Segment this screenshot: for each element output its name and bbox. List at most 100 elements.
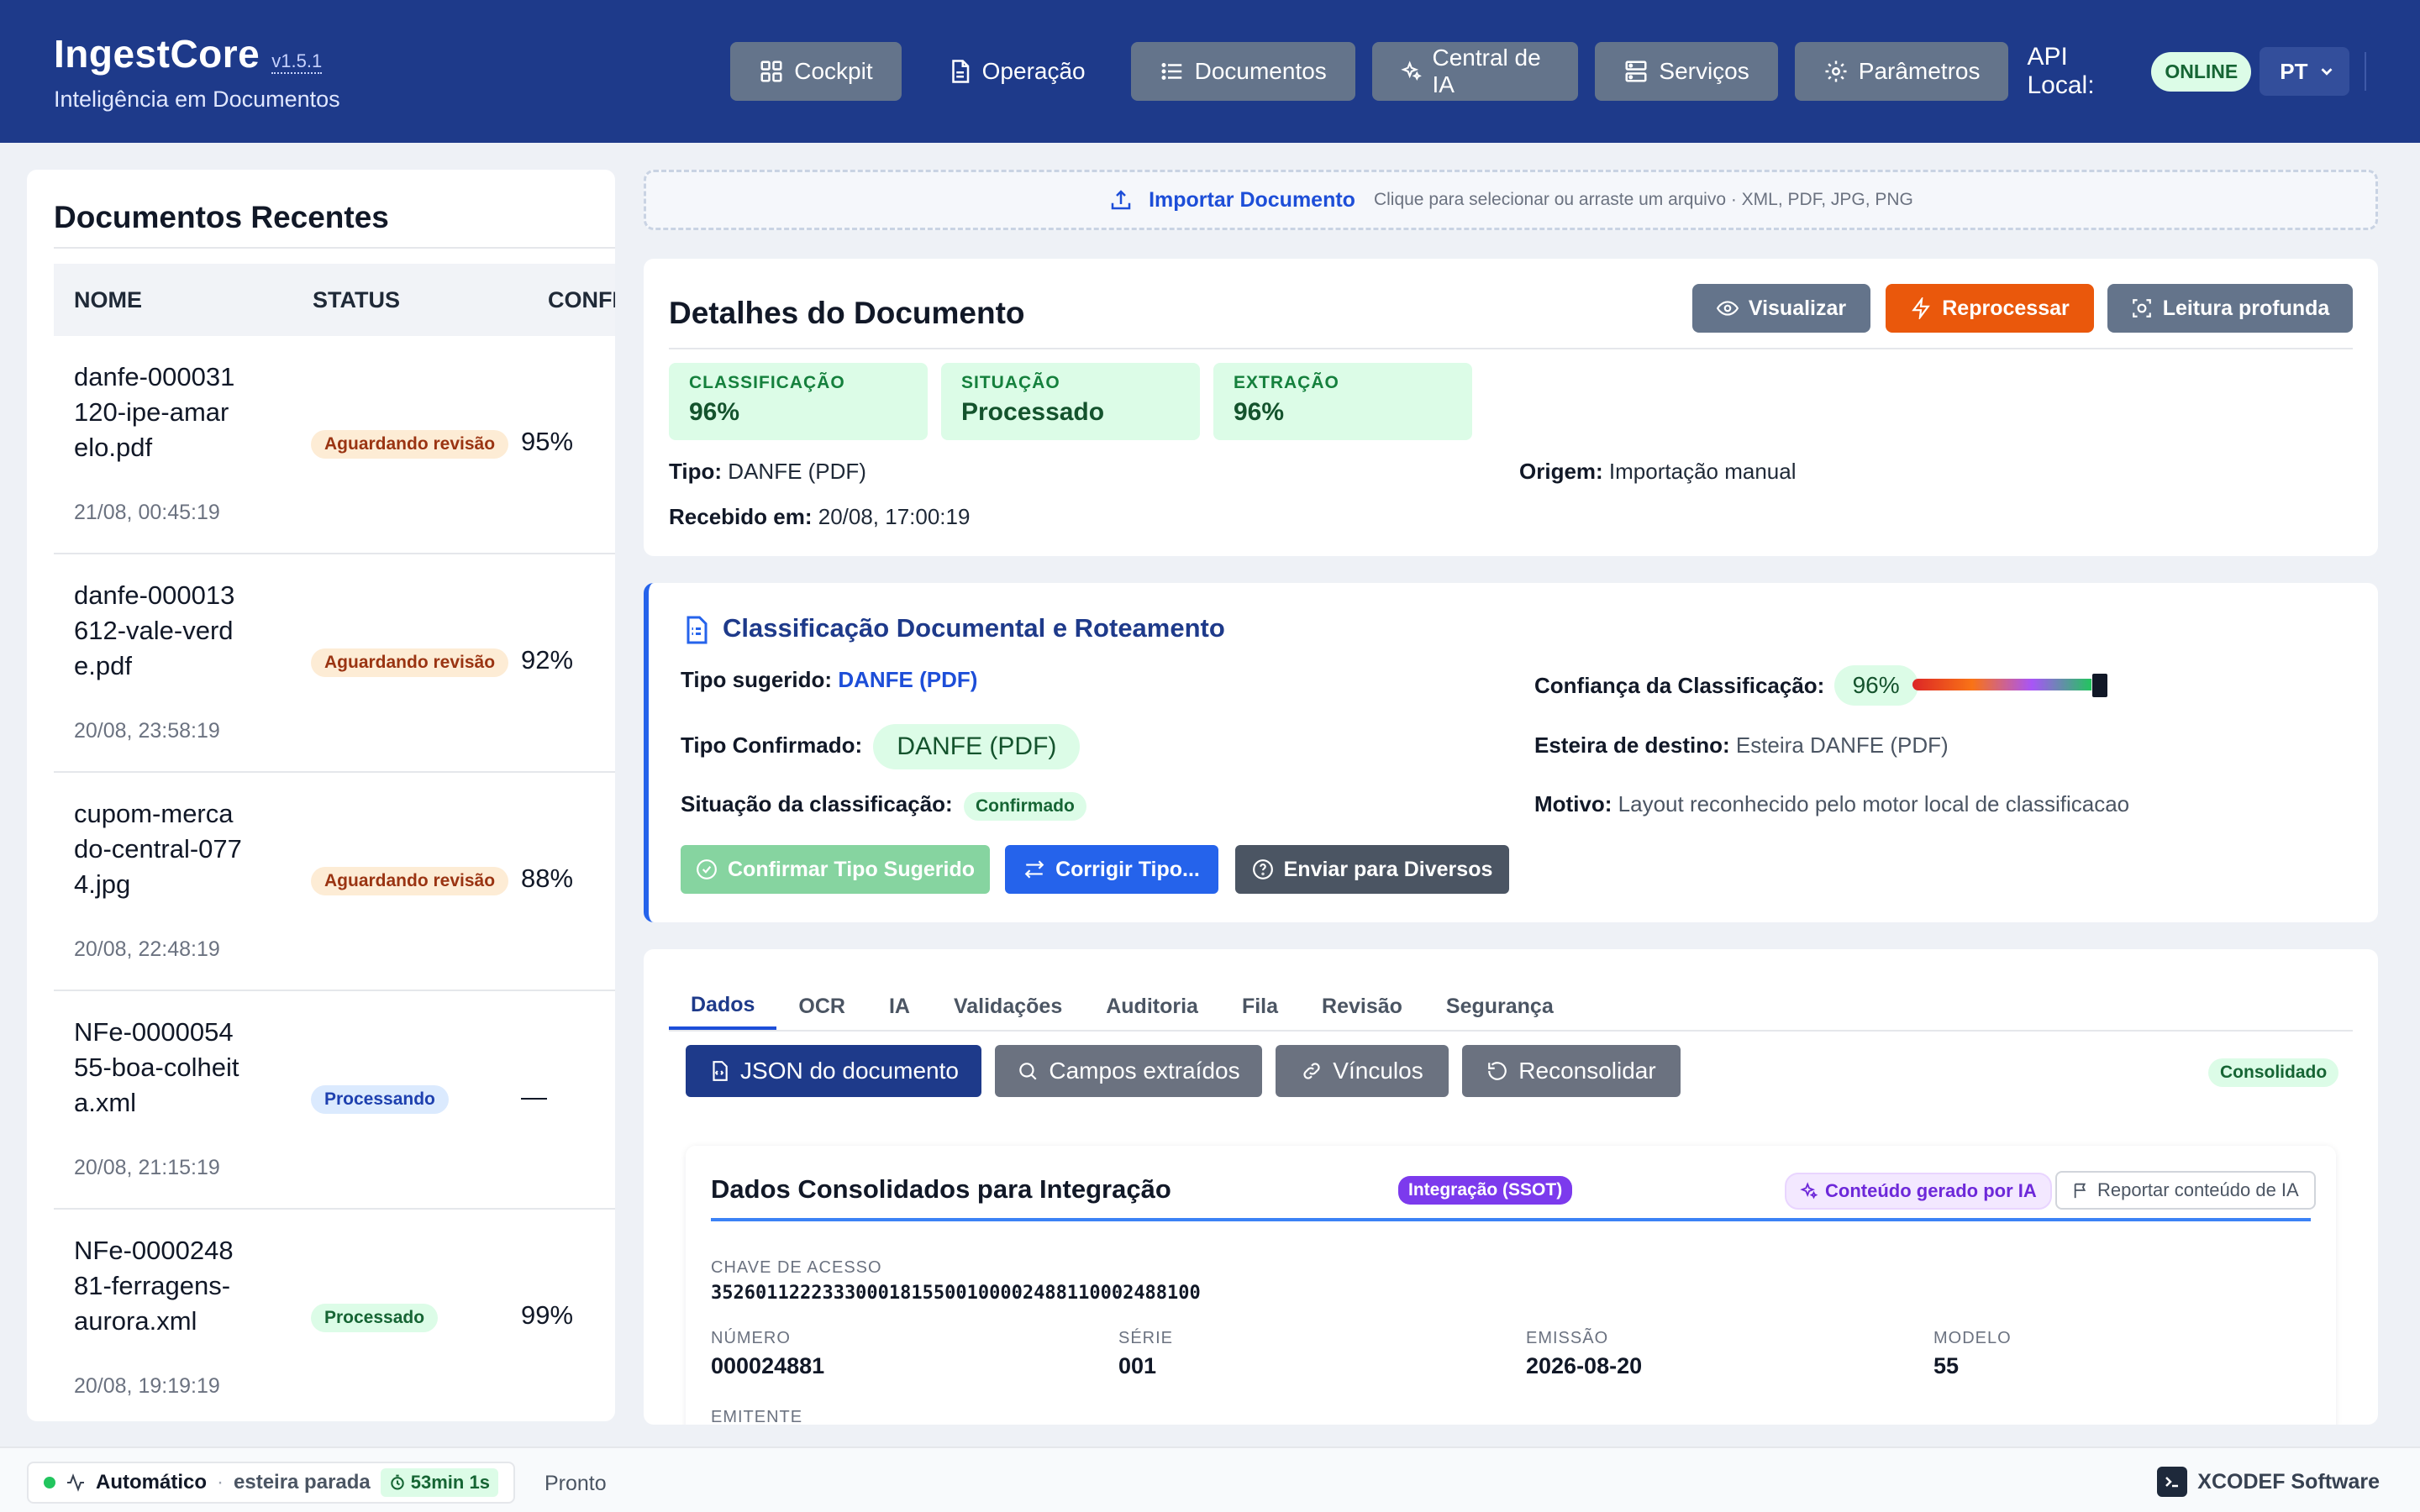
import-dropzone[interactable]: Importar Documento Clique para seleciona… <box>644 170 2378 230</box>
situation-badge: Confirmado <box>963 792 1086 821</box>
field-value: 55 <box>1933 1353 1960 1378</box>
automation-status[interactable]: Automático · esteira parada 53min 1s <box>27 1462 515 1504</box>
header-divider <box>2365 52 2366 91</box>
table-row[interactable]: danfe-000031120-ipe-amarelo.pdf 21/08, 0… <box>54 336 615 554</box>
consolidated-badge: Consolidado <box>2208 1058 2339 1087</box>
origin-value: Importação manual <box>1608 459 1797 484</box>
status-badge: Processando <box>311 1085 449 1114</box>
scan-icon <box>2132 299 2151 318</box>
check-circle-icon <box>697 859 717 879</box>
confidence-marker <box>2092 674 2107 697</box>
tab-seguranca[interactable]: Segurança <box>1445 994 1554 1018</box>
nav-label: Cockpit <box>794 58 873 84</box>
reconsolidate-label: Reconsolidar <box>1518 1058 1656 1084</box>
table-row[interactable]: danfe-000013612-vale-verde.pdf 20/08, 23… <box>54 554 615 773</box>
extracted-fields-button[interactable]: Campos extraídos <box>995 1045 1262 1097</box>
confidence: 92% <box>521 645 574 675</box>
confirm-type-button[interactable]: Confirmar Tipo Sugerido <box>681 845 990 894</box>
nav-servicos[interactable]: Serviços <box>1595 42 1778 101</box>
stat-classification: CLASSIFICAÇÃO 96% <box>669 363 928 440</box>
correct-type-button[interactable]: Corrigir Tipo... <box>1005 845 1218 894</box>
eye-icon <box>1716 301 1739 316</box>
send-diversos-button[interactable]: Enviar para Diversos <box>1235 845 1509 894</box>
app-version[interactable]: v1.5.1 <box>271 50 323 74</box>
belt-status: esteira parada <box>234 1471 371 1494</box>
reconsolidate-button[interactable]: Reconsolidar <box>1462 1045 1681 1097</box>
tab-ocr[interactable]: OCR <box>798 994 845 1018</box>
tab-auditoria[interactable]: Auditoria <box>1106 994 1198 1018</box>
divider <box>669 348 2353 349</box>
suggested-value[interactable]: DANFE (PDF) <box>838 667 978 692</box>
separator: · <box>217 1471 224 1494</box>
import-hint: Clique para selecionar ou arraste um arq… <box>1373 190 1913 209</box>
file-date: 20/08, 23:58:19 <box>74 719 220 743</box>
search-icon <box>1019 1063 1037 1080</box>
field-label: EMITENTE <box>711 1408 803 1425</box>
links-button[interactable]: Vínculos <box>1276 1045 1449 1097</box>
language-value: PT <box>2280 58 2308 84</box>
recent-title: Documentos Recentes <box>54 200 389 234</box>
confidence: — <box>521 1082 547 1111</box>
divider <box>669 1030 2353 1032</box>
confidence-bar <box>1912 679 2099 690</box>
confirmed-type: Tipo Confirmado: DANFE (PDF) <box>681 724 1081 769</box>
link-icon <box>1303 1063 1320 1079</box>
status-badge: Aguardando revisão <box>311 430 509 459</box>
brand: IngestCore v1.5.1 Inteligência em Docume… <box>54 31 730 113</box>
file-code-icon <box>713 1061 728 1081</box>
language-select[interactable]: PT <box>2260 47 2350 96</box>
tab-fila[interactable]: Fila <box>1241 994 1279 1018</box>
data-panel: Dados OCR IA Validações Auditoria Fila R… <box>644 949 2378 1425</box>
confidence-label: Confiança da Classificação: <box>1534 673 1825 698</box>
ready-status: Pronto <box>544 1472 607 1495</box>
report-ai-button[interactable]: Reportar conteúdo de IA <box>2055 1171 2316 1210</box>
list-icon <box>1161 63 1181 80</box>
ssot-badge: Integração (SSOT) <box>1398 1176 1573 1205</box>
field-value: 3526011222333000181550010000248811000248… <box>711 1283 1201 1304</box>
correct-label: Corrigir Tipo... <box>1055 857 1200 881</box>
origin-info: Origem: Importação manual <box>1519 459 1796 485</box>
confidence-bar-fill <box>1912 679 2092 690</box>
origin-label: Origem: <box>1519 459 1603 484</box>
tab-validacoes[interactable]: Validações <box>953 994 1063 1018</box>
classification-confidence: Confiança da Classificação: 96% <box>1534 665 1918 706</box>
nav-central-ia[interactable]: Central de IA <box>1371 42 1579 101</box>
reprocess-button[interactable]: Reprocessar <box>1886 284 2094 333</box>
suggested-type: Tipo sugerido: DANFE (PDF) <box>681 667 977 693</box>
json-document-button[interactable]: JSON do documento <box>686 1045 981 1097</box>
table-row[interactable]: NFe-000005455-boa-colheita.xml 20/08, 21… <box>54 991 615 1210</box>
api-status: API Local: ONLINE <box>2027 43 2252 100</box>
report-label: Reportar conteúdo de IA <box>2097 1179 2299 1200</box>
nav-cockpit[interactable]: Cockpit <box>730 42 902 101</box>
table-row[interactable]: cupom-mercado-central-0774.jpg 20/08, 22… <box>54 773 615 991</box>
table-header: NOME STATUS CONFI <box>54 264 615 336</box>
col-confidence[interactable]: CONFI <box>548 287 615 312</box>
nav-operacao[interactable]: Operação <box>918 42 1114 101</box>
field-label: EMISSÃO <box>1526 1329 1609 1347</box>
table-row[interactable]: NFe-000024881-ferragens-aurora.xml 20/08… <box>54 1210 615 1421</box>
tab-revisao[interactable]: Revisão <box>1322 994 1402 1018</box>
main-nav: Cockpit Operação Documentos Central de I… <box>730 42 2009 101</box>
tab-dados[interactable]: Dados <box>669 983 777 1030</box>
mode-label: Automático <box>96 1471 207 1494</box>
view-button[interactable]: Visualizar <box>1692 284 1870 333</box>
swap-icon <box>1024 860 1044 879</box>
consolidated-title: Dados Consolidados para Integração <box>711 1174 1171 1204</box>
tab-ia[interactable]: IA <box>888 994 910 1018</box>
issue-field: EMISSÃO 2026-08-20 <box>1526 1329 1642 1379</box>
status-badge: Aguardando revisão <box>311 648 509 677</box>
suggested-label: Tipo sugerido: <box>681 667 833 692</box>
flag-icon <box>2074 1183 2086 1199</box>
nav-parametros[interactable]: Parâmetros <box>1794 42 2009 101</box>
deep-read-button[interactable]: Leitura profunda <box>2107 284 2353 333</box>
send-label: Enviar para Diversos <box>1283 857 1493 881</box>
nav-documentos[interactable]: Documentos <box>1130 42 1355 101</box>
col-status[interactable]: STATUS <box>313 287 400 312</box>
terminal-icon <box>2157 1467 2188 1497</box>
reprocess-label: Reprocessar <box>1942 296 2070 320</box>
server-icon <box>1625 60 1647 82</box>
fields-label: Campos extraídos <box>1049 1058 1240 1084</box>
sparkles-icon <box>1800 1182 1818 1200</box>
col-name[interactable]: NOME <box>74 287 142 312</box>
title-underline <box>711 1218 2311 1221</box>
